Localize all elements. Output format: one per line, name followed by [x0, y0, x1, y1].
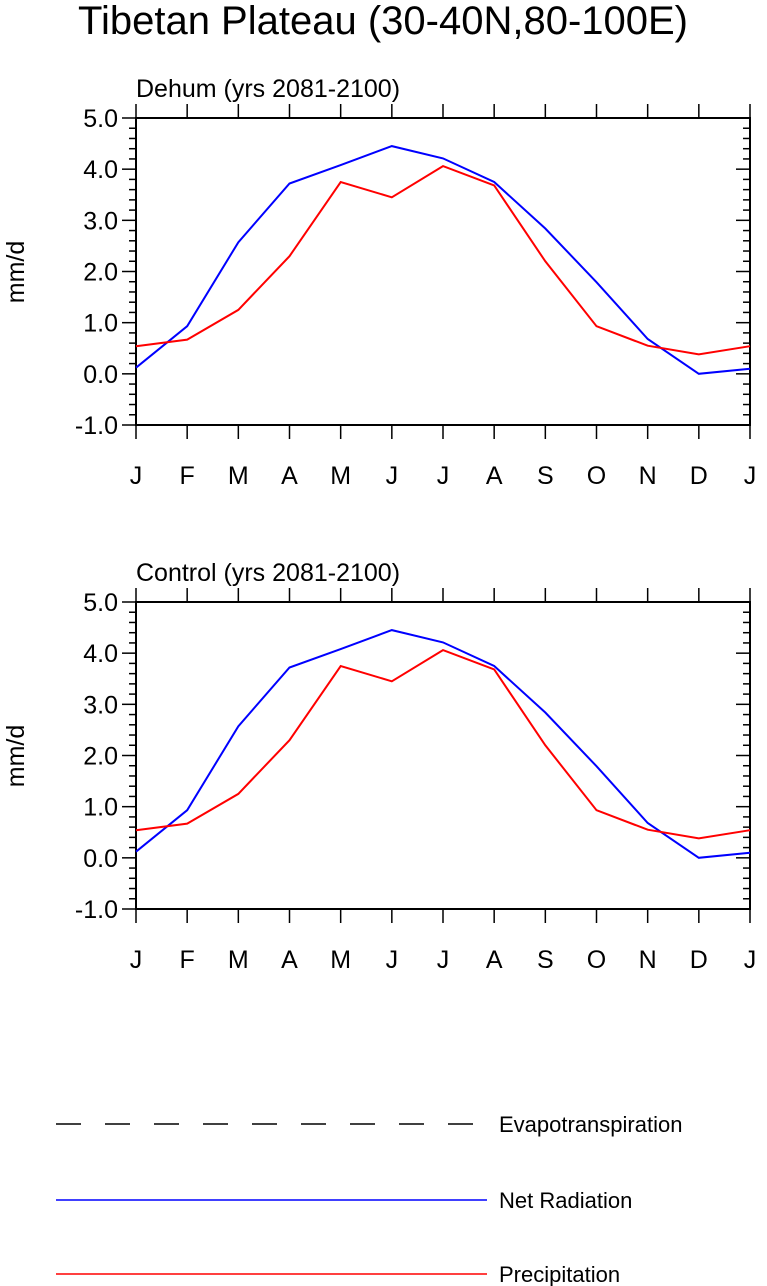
- x-tick-label: A: [281, 946, 298, 974]
- x-tick-label: J: [744, 462, 757, 490]
- plot-frame: [135, 117, 751, 426]
- y-tick-label: -1.0: [75, 412, 118, 440]
- x-tick-label: M: [228, 462, 249, 490]
- y-tick-label: -1.0: [75, 896, 118, 924]
- series-line-precipitation: [135, 648, 751, 840]
- x-tick-label: A: [486, 946, 503, 974]
- x-tick-label: J: [437, 946, 450, 974]
- x-tick-label: J: [386, 462, 399, 490]
- x-tick-label: N: [639, 946, 657, 974]
- y-tick-label: 1.0: [83, 310, 118, 338]
- x-tick-label: F: [180, 946, 195, 974]
- x-tick-label: J: [130, 946, 143, 974]
- panel-title: Dehum (yrs 2081-2100): [136, 75, 400, 103]
- x-tick-label: J: [130, 462, 143, 490]
- x-tick-label: J: [744, 946, 757, 974]
- x-tick-label: N: [639, 462, 657, 490]
- y-tick-label: 2.0: [83, 259, 118, 287]
- y-tick-label: 1.0: [83, 794, 118, 822]
- series-line-net-radiation: [135, 145, 751, 375]
- y-tick-label: 0.0: [83, 361, 118, 389]
- x-tick-label: M: [330, 946, 351, 974]
- x-tick-label: D: [690, 462, 708, 490]
- y-tick-label: 3.0: [83, 207, 118, 235]
- legend-label: Net Radiation: [499, 1188, 632, 1213]
- series-line-precipitation: [135, 164, 751, 356]
- x-tick-label: F: [180, 462, 195, 490]
- y-tick-label: 4.0: [83, 156, 118, 184]
- legend: Evapotranspiration Net Radiation Precipita…: [56, 1112, 682, 1286]
- x-tick-label: S: [537, 462, 554, 490]
- x-tick-label: D: [690, 946, 708, 974]
- y-axis-label: mm/d: [2, 241, 30, 304]
- x-tick-label: A: [486, 462, 503, 490]
- figure-title: Tibetan Plateau (30-40N,80-100E): [78, 0, 688, 43]
- x-tick-label: M: [330, 462, 351, 490]
- x-tick-label: O: [587, 462, 606, 490]
- x-tick-label: J: [386, 946, 399, 974]
- y-tick-label: 0.0: [83, 845, 118, 873]
- x-tick-label: O: [587, 946, 606, 974]
- x-tick-label: M: [228, 946, 249, 974]
- y-axis-label: mm/d: [2, 725, 30, 788]
- panel-title: Control (yrs 2081-2100): [136, 559, 400, 587]
- series-line-net-radiation: [135, 629, 751, 859]
- y-tick-label: 5.0: [83, 589, 118, 617]
- y-tick-label: 4.0: [83, 640, 118, 668]
- y-tick-label: 5.0: [83, 105, 118, 133]
- panels: Dehum (yrs 2081-2100) mm/d 5.0 4.0 3.0 2.0 1.0…: [2, 75, 756, 974]
- plot-frame: [135, 601, 751, 910]
- legend-label: Evapotranspiration: [499, 1112, 682, 1137]
- y-tick-label: 2.0: [83, 743, 118, 771]
- x-tick-label: J: [437, 462, 450, 490]
- legend-label: Precipitation: [499, 1262, 620, 1286]
- chart-panel-1: Dehum (yrs 2081-2100) mm/d 5.0 4.0 3.0 2.0 1.0…: [2, 75, 756, 490]
- x-tick-label: A: [281, 462, 298, 490]
- x-tick-label: S: [537, 946, 554, 974]
- chart-panel-2: Control (yrs 2081-2100) mm/d 5.0 4.0 3.0 2.0 1…: [2, 559, 756, 974]
- y-tick-label: 3.0: [83, 691, 118, 719]
